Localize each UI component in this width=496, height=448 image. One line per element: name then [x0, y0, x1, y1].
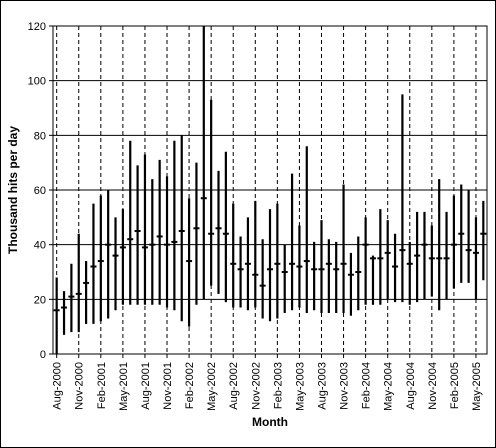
y-tick-label: 20: [34, 294, 46, 306]
y-tick-label: 0: [40, 349, 46, 361]
x-tick-label: May-2001: [118, 362, 130, 411]
y-tick-label: 100: [28, 76, 46, 88]
x-tick-label: Nov-2000: [74, 362, 86, 410]
y-tick-label: 40: [34, 240, 46, 252]
x-tick-label: Feb-2002: [184, 362, 196, 409]
x-tick-label: Aug-2004: [405, 362, 417, 410]
ticks-layer: 0 20 40 60 80 100 120 Aug-2000 Nov-2000 Feb-2001 M…: [28, 21, 483, 411]
x-tick-label: Feb-2005: [449, 362, 461, 409]
x-tick-label: Aug-2003: [316, 362, 328, 410]
x-tick-label: May-2004: [383, 362, 395, 411]
x-axis-title: Month: [252, 415, 288, 429]
x-tick-label: Feb-2004: [361, 362, 373, 409]
y-tick-label: 60: [34, 185, 46, 197]
x-tick-label: Nov-2001: [162, 362, 174, 410]
bars-layer: [53, 26, 487, 354]
x-tick-label: Aug-2001: [140, 362, 152, 410]
x-tick-label: May-2005: [471, 362, 483, 411]
x-tick-label: May-2002: [206, 362, 218, 411]
y-axis-title: Thousand hits per day: [6, 126, 20, 254]
x-tick-label: Aug-2002: [228, 362, 240, 410]
x-tick-label: Nov-2002: [250, 362, 262, 410]
x-tick-label: Nov-2004: [427, 362, 439, 410]
y-tick-label: 80: [34, 130, 46, 142]
x-tick-label: Nov-2003: [339, 362, 351, 410]
y-tick-label: 120: [28, 21, 46, 33]
x-tick-label: Aug-2000: [52, 362, 64, 410]
x-tick-label: Feb-2001: [96, 362, 108, 409]
x-tick-label: Feb-2003: [272, 362, 284, 409]
x-tick-label: May-2003: [294, 362, 306, 411]
